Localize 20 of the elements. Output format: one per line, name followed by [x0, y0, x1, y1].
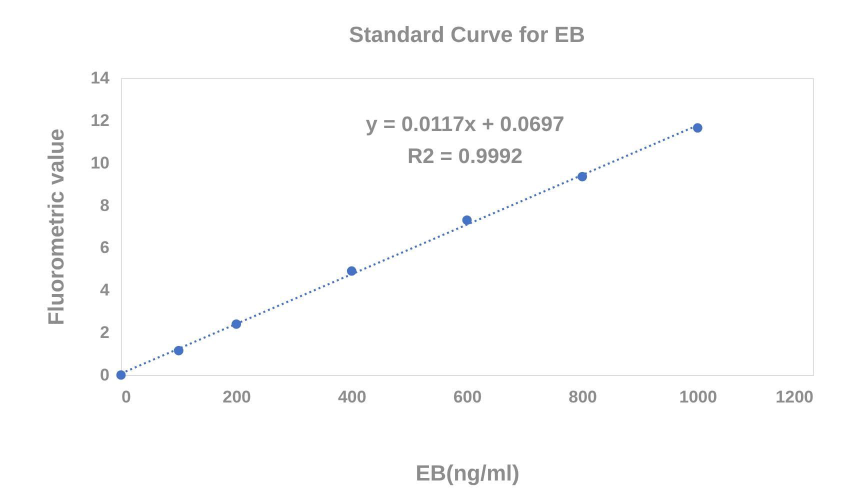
y-tick-label: 0	[100, 366, 110, 384]
y-axis-title: Fluorometric value	[44, 128, 69, 326]
y-tick-label: 2	[100, 323, 110, 342]
x-tick-label: 1000	[679, 388, 718, 406]
y-tick-label: 4	[100, 280, 110, 300]
y-tick-label: 6	[100, 238, 110, 258]
x-tick-label: 600	[453, 388, 482, 406]
x-tick-label: 0	[122, 388, 131, 406]
y-tick-label: 8	[100, 196, 110, 215]
y-tick-label: 10	[90, 153, 110, 172]
chart-title: Standard Curve for EB	[349, 22, 585, 47]
x-tick-label: 400	[338, 388, 366, 406]
annotation: R2 = 0.9992	[407, 145, 523, 168]
x-tick-label: 800	[568, 388, 598, 406]
x-tick-label: 1200	[776, 388, 814, 406]
annotation: y = 0.0117x + 0.0697	[366, 113, 564, 136]
x-axis-title: EB(ng/ml)	[416, 460, 520, 486]
y-tick-label: 14	[90, 68, 110, 88]
x-tick-label: 200	[222, 388, 252, 406]
y-tick-label: 12	[90, 110, 110, 130]
